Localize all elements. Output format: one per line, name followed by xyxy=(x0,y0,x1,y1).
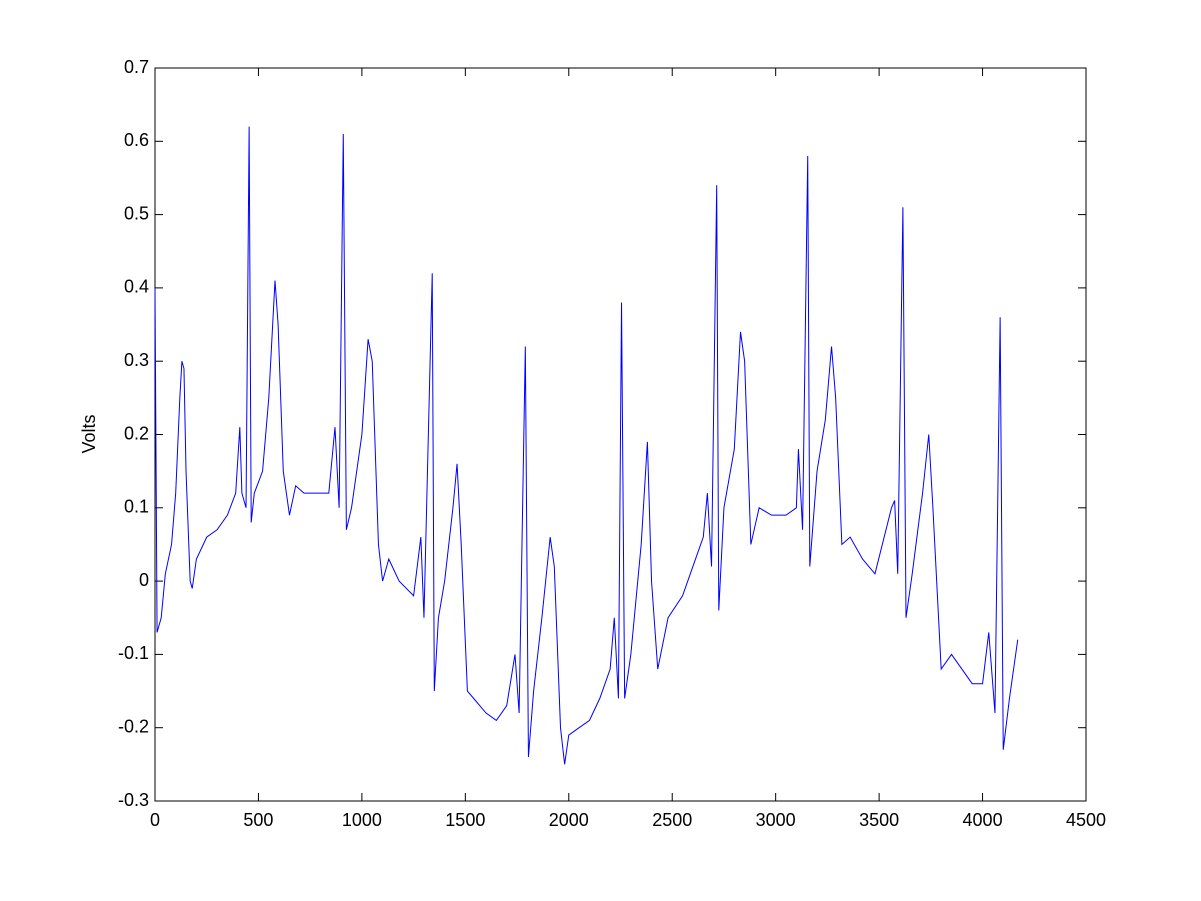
x-tick-label: 0 xyxy=(150,810,160,830)
x-tick-label: 1500 xyxy=(445,810,485,830)
y-tick-label: -0.1 xyxy=(118,643,149,663)
y-tick-label: -0.3 xyxy=(118,790,149,810)
x-tick-label: 4500 xyxy=(1066,810,1106,830)
y-axis-label: Volts xyxy=(79,414,99,453)
x-tick-label: 3500 xyxy=(859,810,899,830)
y-tick-label: 0.7 xyxy=(124,57,149,77)
y-tick-label: 0 xyxy=(139,570,149,590)
x-tick-label: 1000 xyxy=(342,810,382,830)
y-tick-label: 0.5 xyxy=(124,203,149,223)
x-tick-label: 3000 xyxy=(756,810,796,830)
y-tick-label: 0.2 xyxy=(124,423,149,443)
y-tick-label: 0.1 xyxy=(124,497,149,517)
x-tick-label: 4000 xyxy=(963,810,1003,830)
y-tick-label: 0.4 xyxy=(124,277,149,297)
data-line xyxy=(154,126,1019,765)
y-tick-label: 0.6 xyxy=(124,130,149,150)
x-tick-label: 2000 xyxy=(549,810,589,830)
y-tick-label: -0.2 xyxy=(118,716,149,736)
x-tick-label: 2500 xyxy=(652,810,692,830)
x-tick-label: 500 xyxy=(243,810,273,830)
y-tick-label: 0.3 xyxy=(124,350,149,370)
